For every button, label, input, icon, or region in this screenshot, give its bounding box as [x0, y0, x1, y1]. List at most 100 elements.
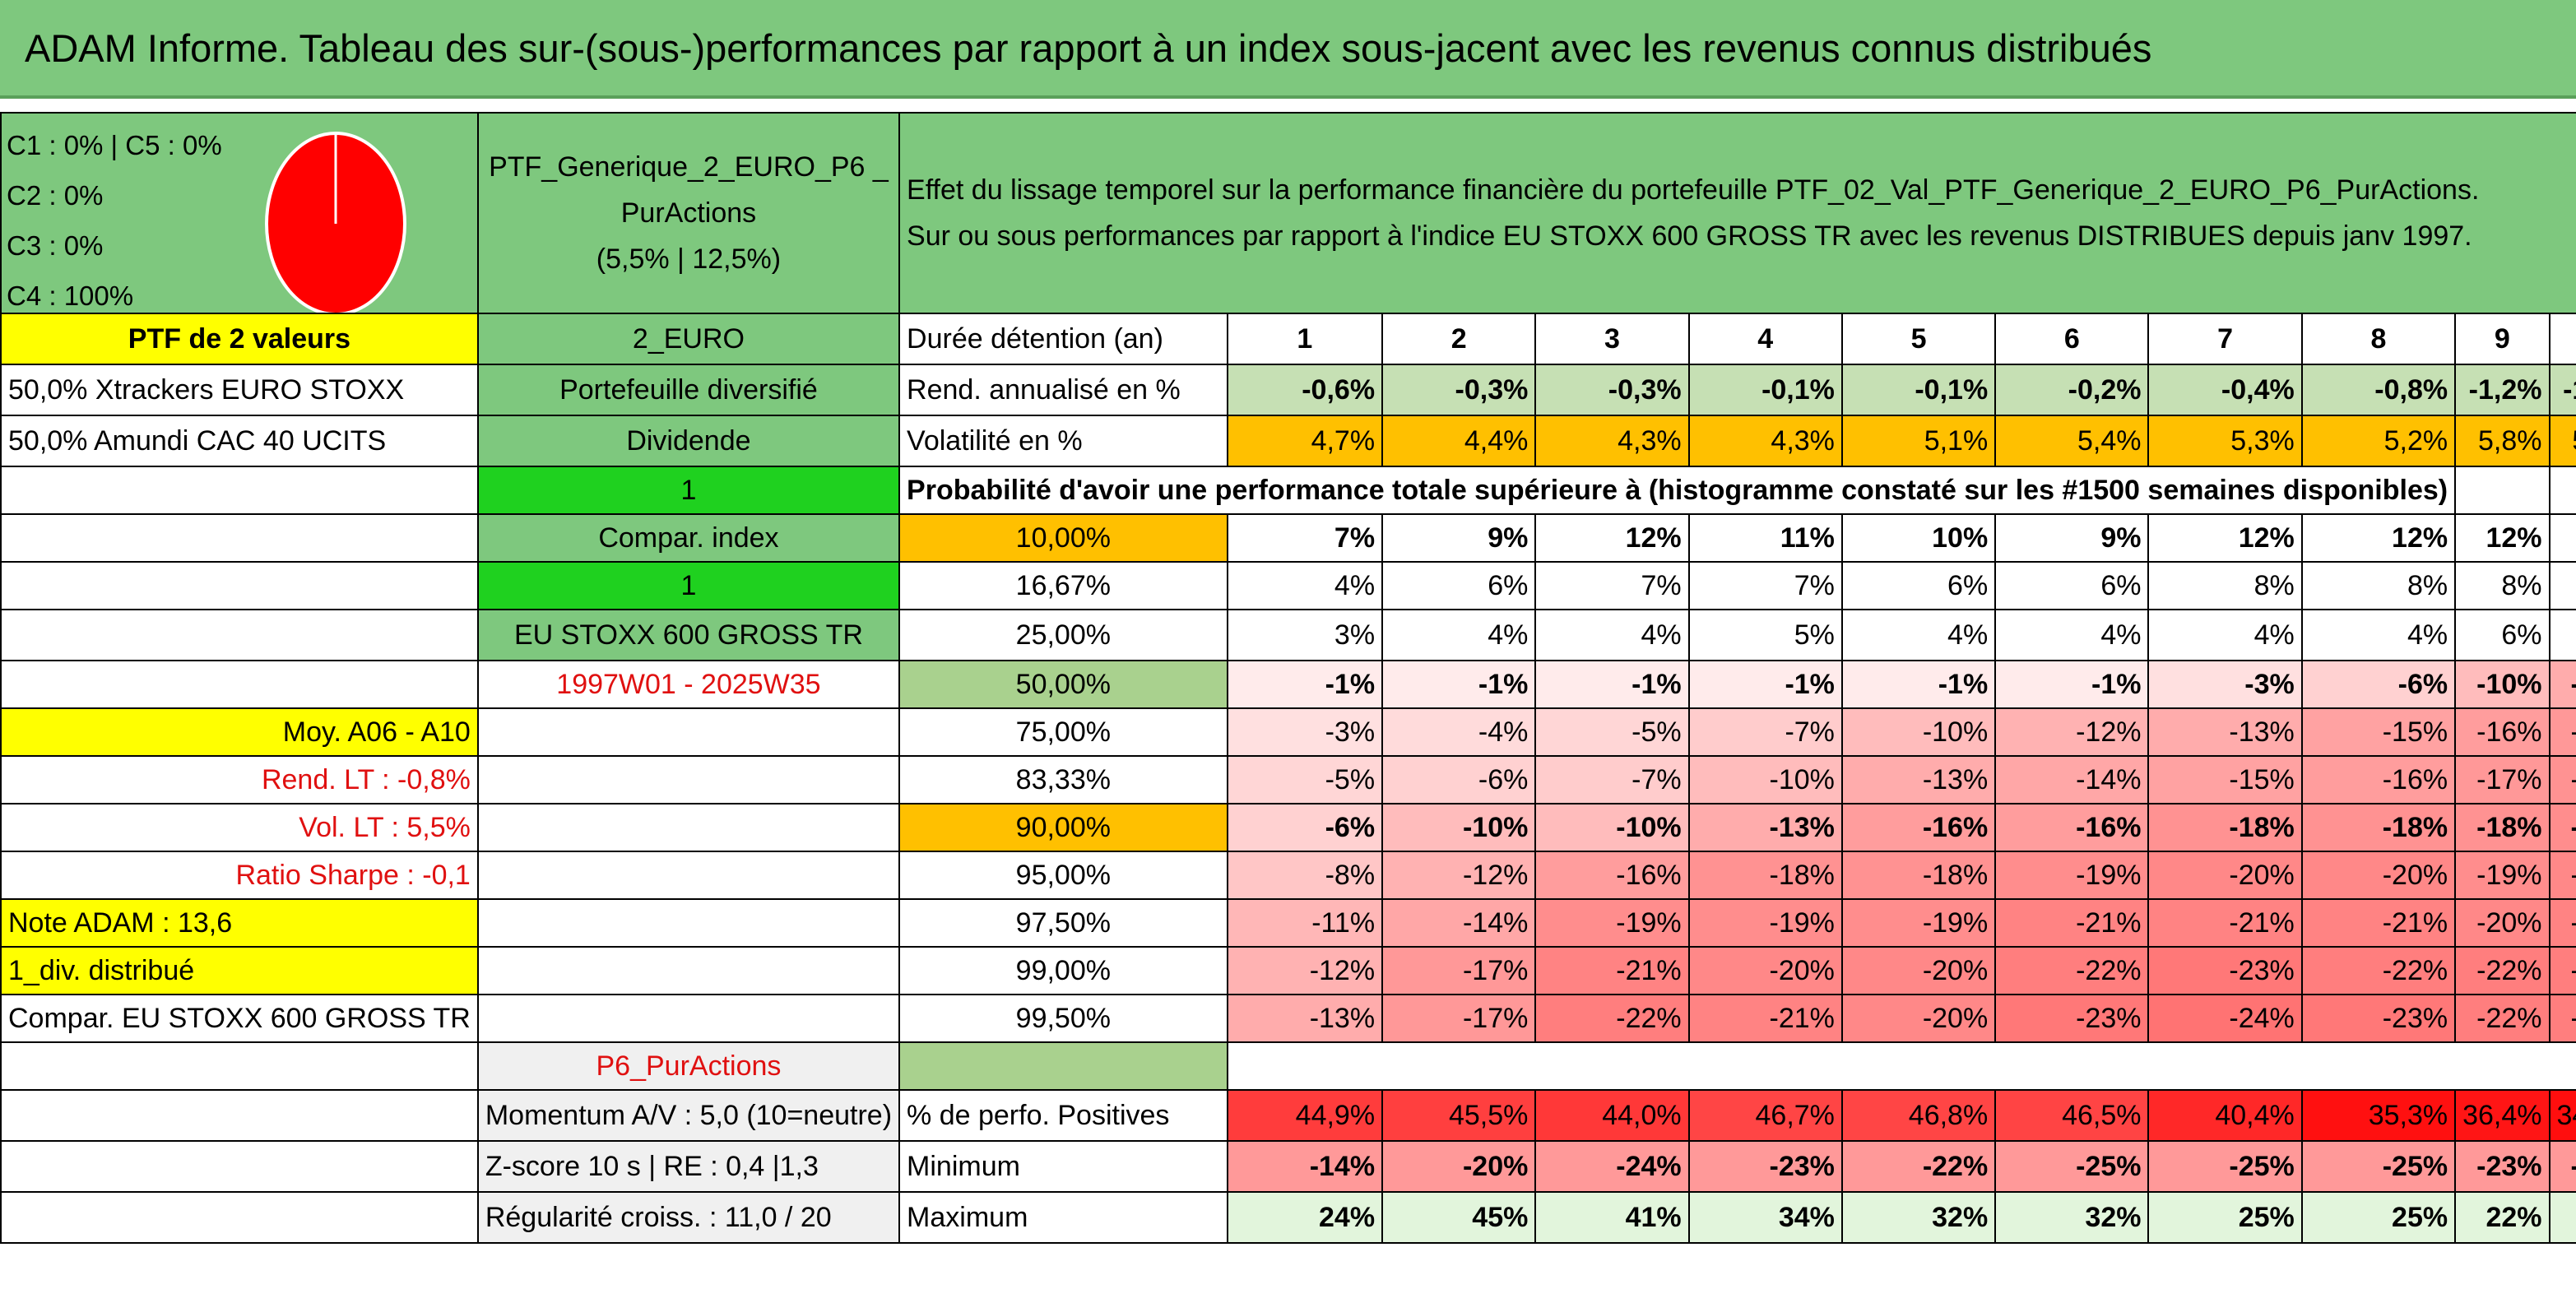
mid-label: EU STOXX 600 GROSS TR [476, 609, 901, 661]
mid-label [476, 946, 901, 995]
quantile-label: 83,33% [898, 755, 1228, 804]
quantile-value: -13% [2548, 660, 2576, 709]
quantile-value: 9% [1381, 513, 1537, 563]
table-row: Momentum A/V : 5,0 (10=neutre)% de perfo… [0, 1089, 2576, 1142]
year-header: 3 [1534, 313, 1690, 365]
min-label: Minimum [898, 1140, 1228, 1193]
table-row: 50,0% Amundi CAC 40 UCITS Dividende Volati… [0, 415, 2576, 467]
pos-value: 46,5% [1994, 1089, 2150, 1142]
quantile-label: 99,00% [898, 946, 1228, 995]
quantile-value: 12% [1534, 513, 1690, 563]
max-value: 24% [1226, 1191, 1384, 1244]
quantile-label: 16,67% [898, 561, 1228, 610]
quantile-value: -19% [1687, 898, 1843, 948]
pos-value: 45,5% [1381, 1089, 1537, 1142]
quantile-value: 4% [1534, 609, 1690, 661]
rend-value: -0,6% [1226, 364, 1384, 416]
left-label: 1_div. distribué [0, 946, 479, 995]
year-header: 9 [2454, 313, 2550, 365]
quantile-value: -12% [1994, 707, 2150, 757]
quantile-value: -17% [1381, 994, 1537, 1043]
quantile-value: -1% [1534, 660, 1690, 709]
year-header: 10 [2548, 313, 2576, 365]
rend-value: -1,2% [2454, 364, 2550, 416]
rend-label: Rend. annualisé en % [898, 364, 1228, 416]
quantile-value: -19% [1840, 898, 1997, 948]
left-label [0, 561, 479, 610]
quantile-value: -15% [2147, 755, 2303, 804]
quantile-value: -10% [1687, 755, 1843, 804]
left-label: Rend. LT : -0,8% [0, 755, 479, 804]
quantile-value: -22% [2548, 994, 2576, 1043]
min-value: -23% [1687, 1140, 1843, 1193]
allocation-panel: C1 : 0% | C5 : 0% C2 : 0% C3 : 0% C4 : 100% [0, 112, 479, 314]
mid-label: Compar. index [476, 513, 901, 563]
pos-value: 36,4% [2454, 1089, 2550, 1142]
max-value: 25% [2300, 1191, 2457, 1244]
quantile-value: -14% [1381, 898, 1537, 948]
quantile-value: -1% [1381, 660, 1537, 709]
allocation-pie-chart [265, 132, 406, 312]
vol-label: Volatilité en % [898, 415, 1228, 467]
quantile-value: -20% [1840, 994, 1997, 1043]
quantile-value: -18% [1687, 851, 1843, 900]
rend-value: -0,3% [1534, 364, 1690, 416]
quantile-value: 6% [1994, 561, 2150, 610]
pos-value: 40,4% [2147, 1089, 2303, 1142]
quantile-value: -16% [1534, 851, 1690, 900]
quantile-value: -18% [2548, 755, 2576, 804]
quantile-value: 4% [1840, 609, 1997, 661]
year-header: 8 [2300, 313, 2457, 365]
quantile-value: -1% [1687, 660, 1843, 709]
quantile-value: -10% [1534, 803, 1690, 852]
mid-label: 1997W01 - 2025W35 [476, 660, 901, 709]
quantile-value: 4% [1226, 561, 1384, 610]
table-row: C1 : 0% | C5 : 0% C2 : 0% C3 : 0% C4 : 100%… [0, 112, 2576, 314]
vol-value: 4,4% [1381, 415, 1537, 467]
quantile-value: 8% [2548, 561, 2576, 610]
zscore: Z-score 10 s | RE : 0,4 |1,3 [476, 1140, 901, 1193]
year-header: 4 [1687, 313, 1843, 365]
year-header: 7 [2147, 313, 2303, 365]
dividende-label: Dividende [476, 415, 901, 467]
year-header: 2 [1381, 313, 1537, 365]
rend-value: -0,3% [1381, 364, 1537, 416]
empty-cell [0, 466, 479, 515]
allocation-label: C1 : 0% | C5 : 0% [7, 130, 222, 160]
quantile-value: -18% [2147, 803, 2303, 852]
quantile-value: 8% [2147, 561, 2303, 610]
quantile-value: -10% [1840, 707, 1997, 757]
quantile-value: 11% [1687, 513, 1843, 563]
quantile-value: -1% [1226, 660, 1384, 709]
quantile-value: -22% [1994, 946, 2150, 995]
quantile-value: -19% [2548, 803, 2576, 852]
quantile-value: -19% [1534, 898, 1690, 948]
min-value: -20% [1381, 1140, 1537, 1193]
quantile-value: -10% [2454, 660, 2550, 709]
quantile-value: 10% [1840, 513, 1997, 563]
max-value: 28% [2548, 1191, 2576, 1244]
quantile-value: -6% [1226, 803, 1384, 852]
quantile-value: -20% [1687, 946, 1843, 995]
allocation-label: C3 : 0% [7, 230, 104, 261]
max-value: 32% [1840, 1191, 1997, 1244]
empty-cell [2548, 466, 2576, 515]
proba-label: Probabilité d'avoir une performance tota… [898, 466, 2457, 515]
max-value: 45% [1381, 1191, 1537, 1244]
quantile-value: -3% [2147, 660, 2303, 709]
pos-value: 46,8% [1840, 1089, 1997, 1142]
table-row: Compar. EU STOXX 600 GROSS TR 99,50% -13% -… [0, 994, 2576, 1043]
table-row: Régularité croiss. : 11,0 / 20 Maximum 24%… [0, 1191, 2576, 1244]
quantile-value: 4% [1381, 609, 1537, 661]
quantile-value: 9% [1994, 513, 2150, 563]
empty-cell [0, 1041, 479, 1091]
rend-value: -0,2% [1994, 364, 2150, 416]
quantile-value: -22% [2454, 994, 2550, 1043]
quantile-value: -20% [2454, 898, 2550, 948]
table-row: P6_PurActions [0, 1041, 2576, 1091]
table-row: 50,0% Xtrackers EURO STOXX Portefeuille d… [0, 364, 2576, 416]
holding-2: 50,0% Amundi CAC 40 UCITS [0, 415, 479, 467]
vol-value: 5,1% [1840, 415, 1997, 467]
quantile-value: -17% [1381, 946, 1537, 995]
